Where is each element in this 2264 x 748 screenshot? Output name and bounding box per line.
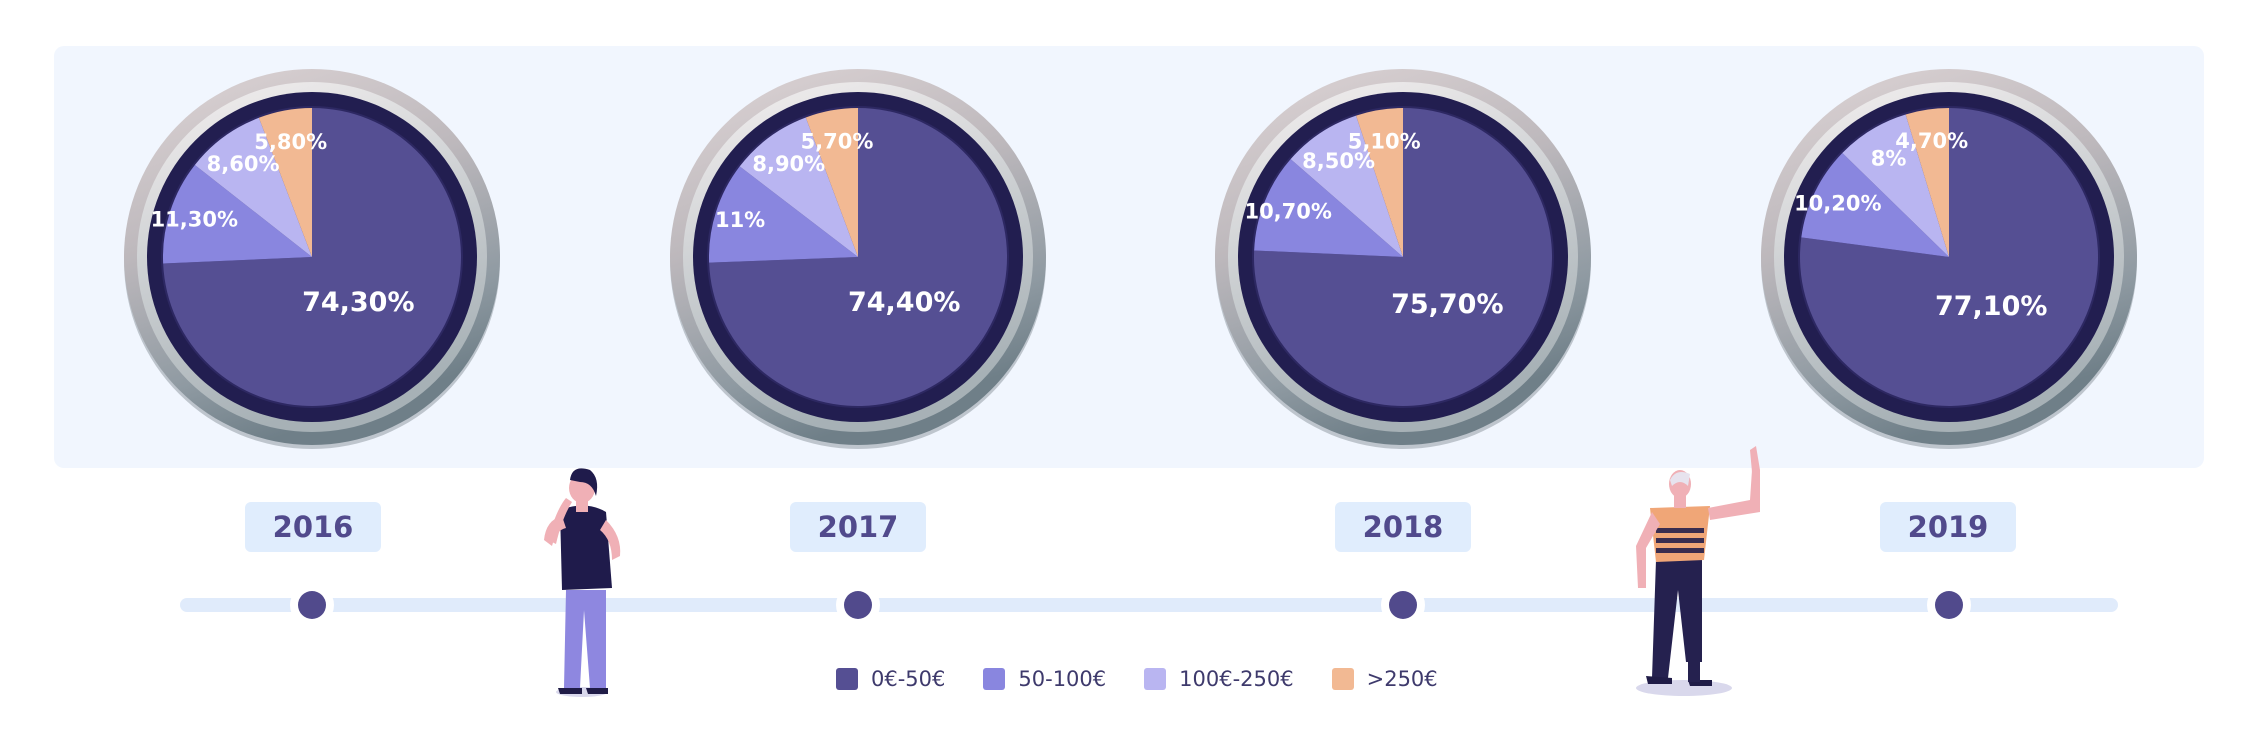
pie-label-2016-1: 11,30% xyxy=(151,208,238,232)
thinking-person-illustration xyxy=(544,468,621,697)
pie-slice-2017-3 xyxy=(805,108,858,257)
legend-label-50-100: 50-100€ xyxy=(1018,667,1107,691)
pie-label-2018-0: 75,70% xyxy=(1391,289,1503,320)
legend-label-over-250: >250€ xyxy=(1366,667,1438,691)
pie-slice-2018-2 xyxy=(1290,115,1403,257)
pie-slice-2019-3 xyxy=(1905,108,1949,257)
pie-chart-2016: 74,30% 11,30% 8,60%5,80% xyxy=(124,69,500,449)
pie-label-2016-0: 74,30% xyxy=(302,287,414,318)
pie-label-2017-2: 8,90% xyxy=(752,152,825,176)
pie-slice-2019-2 xyxy=(1842,114,1949,257)
year-badge-2018: 2018 xyxy=(1335,502,1471,552)
pie-label-2019-2: 8% xyxy=(1871,146,1907,170)
legend-swatch-50-100 xyxy=(983,668,1006,690)
pie-label-2016-2: 8,60% xyxy=(207,152,280,176)
pie-label-2019-3: 4,70% xyxy=(1895,129,1968,153)
timeline-node-2016 xyxy=(290,583,334,627)
legend-label-100-250: 100€-250€ xyxy=(1179,667,1294,691)
pie-slice-2016-2 xyxy=(194,117,312,257)
pie-slice-2017-1 xyxy=(709,166,858,263)
legend: 0€-50€ 50-100€ 100€-250€ >250€ xyxy=(836,666,1438,692)
pie-label-2016-3: 5,80% xyxy=(254,130,327,154)
pie-label-2017-1: 11% xyxy=(715,208,765,232)
legend-item-0-50: 0€-50€ xyxy=(836,667,945,691)
timeline xyxy=(180,583,2118,627)
pie-label-2019-0: 77,10% xyxy=(1935,291,2047,322)
year-badge-2016: 2016 xyxy=(245,502,381,552)
pie-slice-2017-2 xyxy=(739,117,858,257)
pie-slice-2019-0 xyxy=(1800,107,2099,406)
pie-chart-2019: 77,10% 10,20% 8%4,70% xyxy=(1761,69,2137,449)
pie-label-2017-0: 74,40% xyxy=(848,287,960,318)
pie-charts: 74,30% 11,30% 8,60%5,80% 74,40% 11% 8,90%5,70… xyxy=(124,69,2137,449)
pie-slice-2018-0 xyxy=(1253,108,1552,407)
pie-chart-2017: 74,40% 11% 8,90%5,70% xyxy=(670,69,1046,449)
timeline-track xyxy=(180,598,2118,612)
year-badge-2019: 2019 xyxy=(1880,502,2016,552)
pie-slice-2016-1 xyxy=(162,164,312,264)
legend-item-50-100: 50-100€ xyxy=(983,667,1106,691)
timeline-node-2019 xyxy=(1927,583,1971,627)
pie-label-2019-1: 10,20% xyxy=(1794,192,1881,216)
pie-slice-2016-3 xyxy=(258,108,312,257)
pie-label-2018-2: 8,50% xyxy=(1302,149,1375,173)
legend-item-100-250: 100€-250€ xyxy=(1144,667,1294,691)
timeline-node-2017 xyxy=(836,583,880,627)
pie-chart-2018: 75,70% 10,70% 8,50%5,10% xyxy=(1215,69,1591,449)
pie-slice-2018-1 xyxy=(1254,159,1403,257)
legend-swatch-0-50 xyxy=(836,668,858,690)
timeline-node-dot xyxy=(1389,591,1417,619)
legend-item-over-250: >250€ xyxy=(1331,667,1438,691)
timeline-node-2018 xyxy=(1381,583,1425,627)
timeline-node-dot xyxy=(298,591,326,619)
legend-swatch-100-250 xyxy=(1144,668,1167,690)
pie-slice-2017-0 xyxy=(709,108,1008,407)
timeline-node-dot xyxy=(1935,591,1963,619)
pie-label-2017-3: 5,70% xyxy=(801,130,874,154)
timeline-node-dot xyxy=(844,591,872,619)
pie-slice-2019-1 xyxy=(1801,152,1949,257)
legend-label-0-50: 0€-50€ xyxy=(871,667,946,691)
legend-swatch-over-250 xyxy=(1331,668,1354,690)
pie-label-2018-3: 5,10% xyxy=(1348,129,1421,153)
pie-label-2018-1: 10,70% xyxy=(1244,200,1331,224)
year-badge-2017: 2017 xyxy=(790,502,926,552)
pie-slice-2016-0 xyxy=(163,108,461,407)
pie-slice-2018-3 xyxy=(1356,108,1403,257)
pointing-person-illustration xyxy=(1636,446,1760,696)
